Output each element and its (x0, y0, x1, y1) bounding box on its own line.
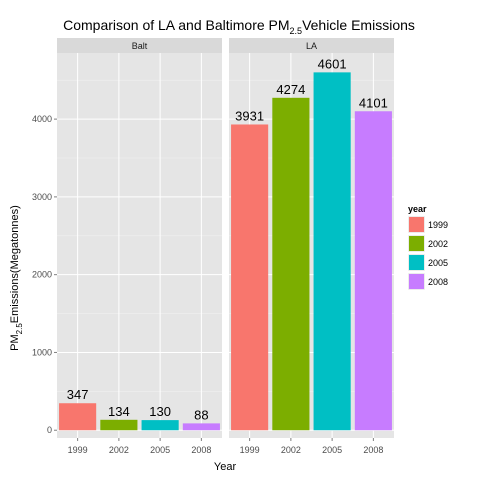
data-label: 4274 (276, 82, 305, 97)
legend-swatch (409, 236, 424, 251)
panel-balt: Balt 347 1999 134 2002 130 2005 88 2008 (57, 38, 222, 455)
data-label: 4601 (318, 56, 347, 71)
legend-label: 2005 (428, 258, 448, 268)
x-tick-label: 2002 (109, 445, 129, 455)
bar-la-2005 (313, 72, 351, 431)
x-tick-label: 2005 (322, 445, 342, 455)
bar-balt-2008 (182, 423, 220, 431)
legend-label: 2002 (428, 239, 448, 249)
data-label: 88 (194, 407, 208, 422)
x-tick-label: 2008 (191, 445, 211, 455)
chart-title: Comparison of LA and Baltimore PM2.5Vehi… (63, 17, 415, 36)
y-tick-label: 4000 (32, 114, 52, 124)
data-label: 347 (67, 387, 89, 402)
data-label: 130 (149, 404, 171, 419)
legend-label: 1999 (428, 220, 448, 230)
bar-balt-1999 (59, 403, 97, 431)
data-label: 4101 (359, 95, 388, 110)
facet-label: Balt (132, 41, 148, 51)
bar-balt-2002 (100, 419, 138, 431)
legend: year 1999 2002 2005 2008 (407, 204, 448, 291)
facet-label: LA (306, 41, 317, 51)
data-label: 3931 (235, 108, 264, 123)
bar-balt-2005 (141, 420, 179, 431)
y-axis-label: PM2.5Emissions(Megatonnes) (9, 205, 24, 351)
bar-la-2002 (272, 97, 310, 431)
facet-strip (57, 38, 222, 53)
x-axis-label: Year (214, 461, 237, 473)
bar-la-2008 (354, 111, 392, 431)
x-tick-label: 2005 (150, 445, 170, 455)
legend-swatch (409, 274, 424, 289)
x-tick-label: 2002 (281, 445, 301, 455)
y-axis: 0 1000 2000 3000 4000 (32, 114, 57, 435)
legend-label: 2008 (428, 277, 448, 287)
x-tick-label: 1999 (68, 445, 88, 455)
y-tick-label: 1000 (32, 347, 52, 357)
panels: Balt 347 1999 134 2002 130 2005 88 2008 LA 3931 199… (57, 38, 394, 455)
legend-title: year (408, 204, 427, 214)
y-tick-label: 2000 (32, 270, 52, 280)
data-label: 134 (108, 404, 130, 419)
x-tick-label: 2008 (363, 445, 383, 455)
x-tick-label: 1999 (240, 445, 260, 455)
y-tick-label: 3000 (32, 192, 52, 202)
bar-la-1999 (231, 124, 269, 431)
y-tick-label: 0 (47, 425, 52, 435)
legend-swatch (409, 217, 424, 232)
legend-swatch (409, 255, 424, 270)
panel-background (57, 53, 222, 438)
facet-strip (229, 38, 394, 53)
panel-la: LA 3931 1999 4274 2002 4601 2005 4101 2008 (229, 38, 394, 455)
